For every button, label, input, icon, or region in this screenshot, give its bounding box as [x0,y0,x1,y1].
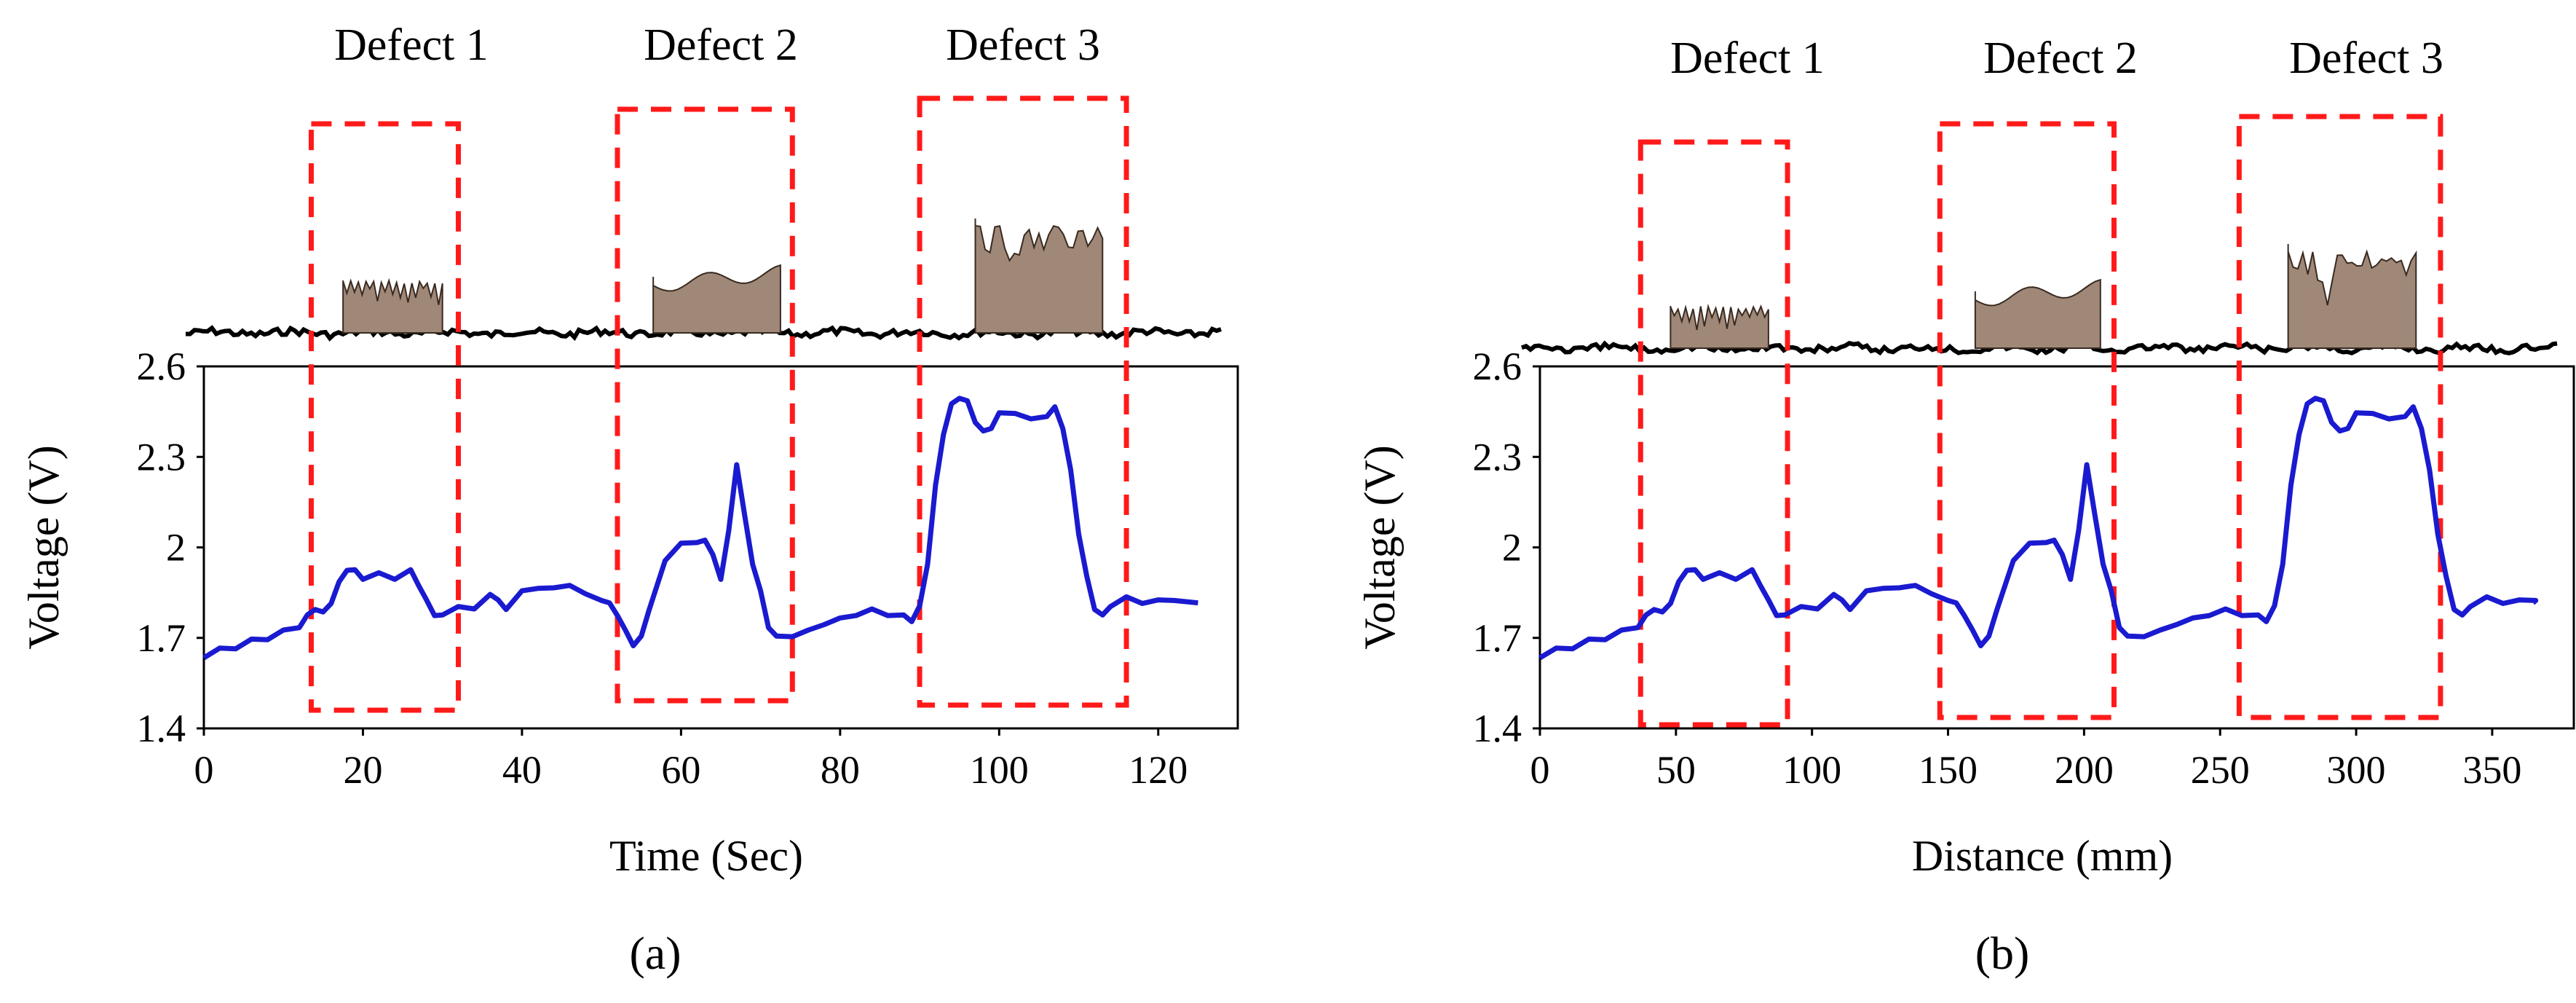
x-tick-label: 150 [1919,748,1978,792]
defect-label-1: Defect 1 [334,20,489,70]
x-tick-label: 350 [2462,748,2521,792]
x-tick-label: 20 [343,748,382,792]
defect-label-1: Defect 1 [1670,34,1825,83]
series-line-voltage [202,396,1198,661]
y-tick-label: 2.3 [1473,435,1522,479]
y-tick-label: 2.6 [137,345,186,388]
x-tick-label: 0 [1530,748,1550,792]
defect-label-2: Defect 2 [1983,34,2138,83]
y-tick-label: 2.3 [137,435,186,479]
x-tick-label: 300 [2327,748,2386,792]
x-tick-label: 100 [970,748,1029,792]
x-tick-label: 100 [1782,748,1841,792]
y-axis-title: Voltage (V) [20,445,68,650]
y-tick-label: 2.6 [1473,345,1522,388]
x-tick-label: 0 [194,748,214,792]
defect-label-2: Defect 2 [644,20,798,70]
defect-box-3 [917,95,1129,708]
defect-profile-1 [342,278,443,334]
defect-box-2 [615,106,795,704]
panel-label: (a) [629,927,681,979]
defect-box-2 [1937,121,2117,720]
panel-b: 1.4 1.7 2 2.3 2.6 0 50 100 150 200 250 300 350 Distan… [1356,34,2575,979]
y-tick-label: 1.7 [137,616,186,660]
panel-a: 1.4 1.7 2 2.3 2.6 0 20 40 60 80 100 120 Time (Sec) Vo… [20,20,1239,979]
x-tick-label: 200 [2055,748,2114,792]
panel-label: (b) [1975,927,2030,979]
defect-profile-3 [974,218,1104,334]
x-tick-label: 40 [502,748,542,792]
x-tick-label: 120 [1129,748,1188,792]
defect-profile-1 [1670,303,1769,349]
x-tick-label: 60 [661,748,700,792]
x-tick-label: 250 [2191,748,2250,792]
y-tick-label: 1.4 [137,707,186,750]
y-tick-label: 2 [166,526,186,570]
defect-profile-3 [2287,243,2417,349]
defect-box-1 [308,121,462,713]
y-tick-label: 1.7 [1473,616,1522,660]
defect-box-3 [2236,114,2443,720]
defect-box-1 [1637,139,1790,728]
defect-label-3: Defect 3 [2289,34,2443,83]
series-line-voltage [1538,396,2539,661]
x-axis-title: Time (Sec) [609,832,803,880]
x-tick-label: 80 [821,748,860,792]
y-axis-title: Voltage (V) [1356,445,1404,650]
defect-profile-2 [1974,278,2101,349]
x-axis-title: Distance (mm) [1912,832,2173,880]
defect-profile-2 [652,264,781,334]
x-tick-label: 50 [1656,748,1696,792]
defect-label-3: Defect 3 [946,20,1100,70]
y-tick-label: 2 [1502,526,1522,570]
y-tick-label: 1.4 [1473,707,1522,750]
